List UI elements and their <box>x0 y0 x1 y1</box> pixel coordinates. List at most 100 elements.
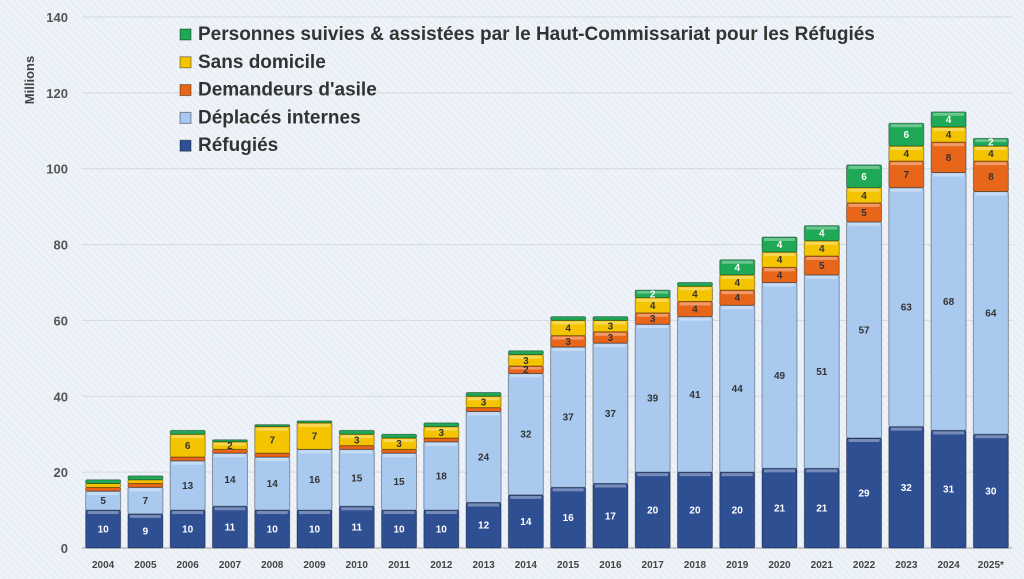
bar-highlight <box>933 431 965 435</box>
x-tick-label: 2021 <box>811 560 834 571</box>
data-label: 10 <box>267 525 279 536</box>
x-tick-label: 2017 <box>642 560 665 571</box>
bar-segment <box>719 259 756 276</box>
bar-highlight <box>510 355 542 359</box>
bar-highlight <box>848 188 880 192</box>
data-label: 5 <box>819 261 825 272</box>
y-tick-label: 0 <box>61 541 68 556</box>
data-label: 21 <box>816 504 828 515</box>
data-label: 8 <box>946 153 952 164</box>
legend-entry: Réfugiés <box>198 135 278 156</box>
bar-segment <box>423 509 460 549</box>
data-label: 20 <box>732 506 744 517</box>
bar-highlight <box>637 291 669 294</box>
bar-highlight <box>721 291 753 295</box>
bar-highlight <box>721 473 753 477</box>
data-label: 4 <box>861 191 867 202</box>
data-label: 3 <box>565 337 571 348</box>
legend-entry: Personnes suivies & assistées par le Hau… <box>198 24 875 45</box>
y-axis-label: Millions <box>22 56 37 104</box>
y-tick-label: 40 <box>54 389 68 404</box>
data-label: 7 <box>143 496 149 507</box>
x-tick-label: 2019 <box>726 560 749 571</box>
x-tick-label: 2011 <box>388 560 410 571</box>
data-label: 18 <box>436 471 448 482</box>
data-label: 64 <box>985 308 997 319</box>
data-label: 29 <box>858 489 870 500</box>
x-tick-label: 2024 <box>937 560 960 571</box>
x-tick-label: 2010 <box>346 560 369 571</box>
bar-segment <box>888 122 925 147</box>
data-label: 15 <box>393 477 405 488</box>
bar-segment <box>127 483 164 488</box>
data-label: 3 <box>608 322 614 333</box>
x-tick-label: 2009 <box>303 560 326 571</box>
legend-swatch <box>179 139 192 152</box>
y-tick-label: 80 <box>54 238 68 253</box>
bar-highlight <box>256 511 288 515</box>
data-label: 4 <box>819 229 825 240</box>
data-label: 11 <box>225 523 236 534</box>
bar-highlight <box>425 442 457 446</box>
bar-segment <box>803 225 840 242</box>
data-label: 4 <box>777 240 783 251</box>
bar-highlight <box>594 344 626 348</box>
bar-highlight <box>890 146 922 150</box>
bar-highlight <box>637 473 669 477</box>
y-tick-label: 100 <box>46 162 68 177</box>
x-tick-label: 2006 <box>177 560 200 571</box>
bar-highlight <box>594 332 626 336</box>
data-label: 37 <box>605 409 617 420</box>
bar-highlight <box>172 435 204 439</box>
x-tick-label: 2013 <box>472 560 495 571</box>
bar-highlight <box>299 423 330 427</box>
x-tick-label: 2022 <box>853 560 876 571</box>
bar-segment <box>634 289 671 299</box>
data-label: 2 <box>523 365 529 376</box>
legend-entry: Demandeurs d'asile <box>198 80 377 101</box>
bar-highlight <box>425 511 457 515</box>
x-tick-label: 2012 <box>430 560 453 571</box>
legend-entry: Sans domicile <box>198 52 326 73</box>
bar-highlight <box>510 366 542 370</box>
data-label: 10 <box>182 525 194 536</box>
bar-highlight <box>214 507 246 511</box>
x-tick-label: 2016 <box>599 560 622 571</box>
bar-highlight <box>890 162 922 166</box>
bar-segment <box>169 429 206 435</box>
data-label: 4 <box>777 255 783 266</box>
x-tick-label: 2018 <box>684 560 707 571</box>
data-label: 4 <box>777 270 783 281</box>
data-label: 10 <box>436 525 448 536</box>
bar-highlight <box>933 127 965 131</box>
bar-segment <box>465 410 502 503</box>
bar-highlight <box>806 226 838 230</box>
data-label: 7 <box>904 170 910 181</box>
bar-highlight <box>806 469 838 473</box>
bar-segment <box>930 111 967 128</box>
data-label: 4 <box>734 278 740 289</box>
bar-highlight <box>890 124 922 128</box>
bar-highlight <box>933 112 965 116</box>
bar-highlight <box>299 511 330 515</box>
bar-highlight <box>383 439 415 443</box>
bar-segment <box>550 335 587 348</box>
bar-segment <box>846 164 883 189</box>
data-label: 24 <box>478 452 490 463</box>
data-label: 4 <box>692 305 698 316</box>
bar-segment <box>634 312 671 325</box>
bar-highlight <box>214 442 246 446</box>
bar-segment <box>592 316 629 321</box>
data-label: 20 <box>647 506 659 517</box>
bar-highlight <box>975 139 1007 142</box>
bar-highlight <box>890 427 922 431</box>
bar-highlight <box>341 450 373 454</box>
bar-segment <box>169 456 206 462</box>
bar-highlight <box>764 469 795 473</box>
data-label: 14 <box>520 517 532 528</box>
x-tick-label: 2008 <box>261 560 284 571</box>
data-label: 57 <box>858 325 870 336</box>
data-label: 63 <box>901 303 913 314</box>
data-label: 37 <box>563 413 575 424</box>
